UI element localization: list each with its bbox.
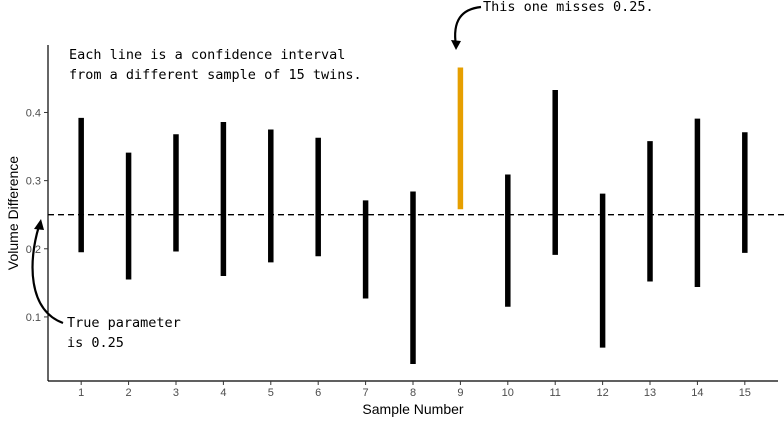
interval-bars: [78, 67, 748, 364]
annotation-true-param-arrowhead: [34, 219, 44, 230]
y-tick-label: 0.1: [26, 312, 41, 324]
x-tick-label: 10: [502, 387, 514, 399]
x-tick-label: 14: [691, 387, 703, 399]
x-tick-label: 6: [315, 387, 321, 399]
x-tick-label: 12: [596, 387, 608, 399]
x-tick-label: 7: [363, 387, 369, 399]
x-tick-label: 13: [644, 387, 656, 399]
x-tick-label: 2: [126, 387, 132, 399]
annotation-true-param-line1: True parameter: [67, 315, 181, 331]
x-tick-label: 11: [549, 387, 560, 399]
annotation-true-param-arrow: [31, 225, 64, 325]
annotation-miss: This one misses 0.25.: [483, 0, 654, 15]
x-tick-label: 1: [78, 387, 84, 399]
y-tick-label: 0.4: [26, 107, 41, 119]
annotation-miss-arrowhead: [451, 40, 461, 50]
annotation-miss-arrow: [454, 5, 482, 47]
annotation-true-param-line2: is 0.25: [67, 335, 124, 351]
y-axis-ticks: 0.10.20.30.4: [26, 107, 48, 324]
x-axis-title: Sample Number: [362, 401, 463, 417]
x-tick-label: 15: [739, 387, 751, 399]
y-tick-label: 0.3: [26, 176, 41, 188]
annotation-description-line1: Each line is a confidence interval: [69, 47, 345, 63]
x-tick-label: 5: [268, 387, 274, 399]
x-tick-label: 8: [410, 387, 416, 399]
x-axis-ticks: 1 2 3 4 5 6 7 8 9 10 11 12 13 14 15: [78, 381, 751, 399]
annotation-description-line2: from a different sample of 15 twins.: [69, 67, 362, 83]
x-tick-label: 3: [173, 387, 179, 399]
y-axis-title: Volume Difference: [5, 156, 21, 270]
x-tick-label: 4: [220, 387, 226, 399]
x-tick-label: 9: [457, 387, 463, 399]
